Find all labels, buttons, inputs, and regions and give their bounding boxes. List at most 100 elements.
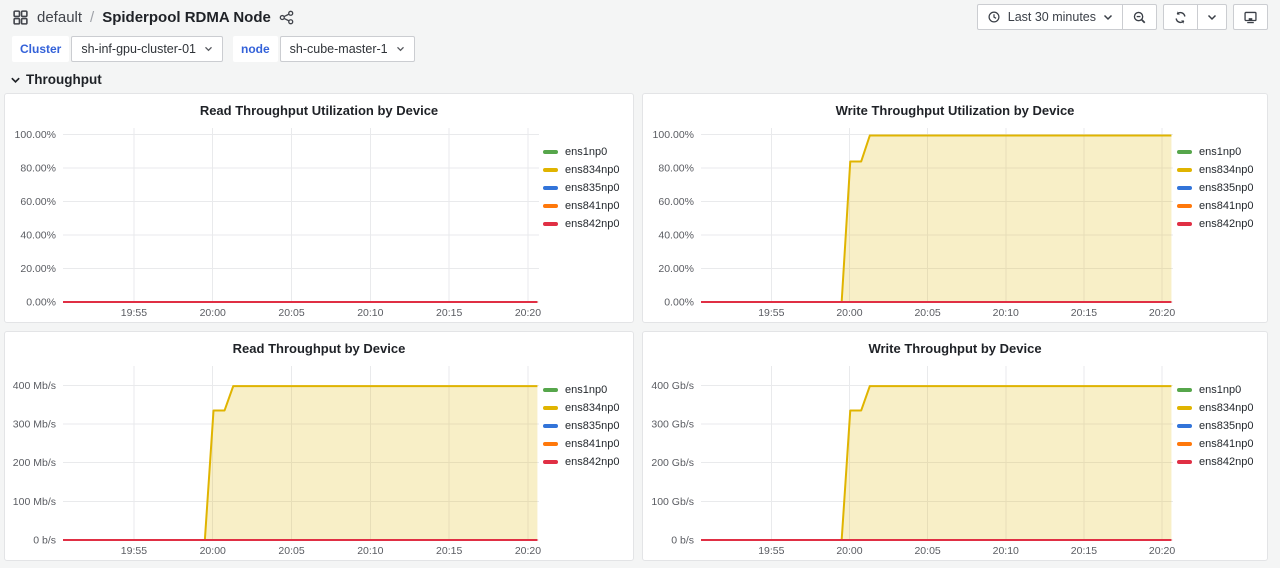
x-tick-label: 20:10 — [357, 307, 383, 319]
legend-item-ens835np0[interactable]: ens835np0 — [543, 182, 631, 194]
zoom-out-button[interactable] — [1123, 4, 1157, 30]
legend-item-ens841np0[interactable]: ens841np0 — [543, 200, 631, 212]
legend-swatch — [543, 424, 558, 428]
variable-cluster-selected-value: sh-inf-gpu-cluster-01 — [81, 42, 196, 56]
variable-cluster: Cluster sh-inf-gpu-cluster-01 — [12, 36, 223, 62]
panel-title[interactable]: Write Throughput Utilization by Device — [835, 102, 1075, 118]
refresh-interval-dropdown[interactable] — [1198, 4, 1227, 30]
x-tick-label: 20:00 — [200, 545, 226, 557]
refresh-button[interactable] — [1163, 4, 1198, 30]
x-tick-label: 20:10 — [993, 307, 1019, 319]
legend-label: ens1np0 — [1199, 384, 1242, 396]
legend-item-ens842np0[interactable]: ens842np0 — [543, 218, 631, 230]
panel-title[interactable]: Read Throughput by Device — [232, 340, 406, 356]
x-tick-label: 19:55 — [121, 545, 147, 557]
legend-swatch — [1177, 222, 1192, 226]
y-tick-label: 0 b/s — [671, 535, 694, 547]
breadcrumb-folder[interactable]: default — [37, 8, 83, 26]
legend-swatch — [543, 204, 558, 208]
breadcrumb: default / Spiderpool RDMA Node — [12, 9, 294, 26]
legend-item-ens842np0[interactable]: ens842np0 — [543, 456, 631, 468]
series-area-ens834np0 — [701, 386, 1172, 540]
y-tick-label: 0 b/s — [33, 535, 56, 547]
legend-label: ens835np0 — [1199, 420, 1254, 432]
section-title: Throughput — [26, 72, 102, 87]
y-tick-label: 80.00% — [658, 163, 694, 175]
chart-canvas[interactable]: 0.00% 20.00% 40.00% 60.00% 80.00% 100.00% 19:5… — [5, 120, 543, 320]
x-tick-label: 20:20 — [515, 307, 541, 319]
y-tick-label: 0.00% — [664, 297, 694, 309]
variable-cluster-value-dropdown[interactable]: sh-inf-gpu-cluster-01 — [71, 36, 223, 62]
x-tick-label: 20:15 — [436, 307, 462, 319]
legend-swatch — [543, 186, 558, 190]
legend-item-ens842np0[interactable]: ens842np0 — [1177, 218, 1265, 230]
legend-item-ens835np0[interactable]: ens835np0 — [1177, 182, 1265, 194]
legend-label: ens835np0 — [565, 182, 620, 194]
collapse-chevron-icon — [10, 76, 21, 84]
x-tick-label: 20:05 — [914, 307, 940, 319]
chevron-down-icon — [1207, 14, 1217, 21]
legend-item-ens841np0[interactable]: ens841np0 — [1177, 200, 1265, 212]
chevron-down-icon — [396, 46, 405, 52]
x-tick-label: 20:20 — [1149, 307, 1175, 319]
legend-swatch — [1177, 460, 1192, 464]
legend-swatch — [1177, 406, 1192, 410]
panel-title[interactable]: Write Throughput by Device — [868, 340, 1042, 356]
legend-item-ens834np0[interactable]: ens834np0 — [543, 164, 631, 176]
x-tick-label: 20:00 — [836, 307, 862, 319]
variable-node-value-dropdown[interactable]: sh-cube-master-1 — [279, 36, 415, 62]
legend-swatch — [543, 222, 558, 226]
legend-label: ens841np0 — [1199, 438, 1254, 450]
legend-swatch — [1177, 186, 1192, 190]
legend-item-ens834np0[interactable]: ens834np0 — [1177, 164, 1265, 176]
chevron-down-icon — [1103, 14, 1113, 21]
legend-item-ens835np0[interactable]: ens835np0 — [1177, 420, 1265, 432]
legend-label: ens1np0 — [1199, 146, 1242, 158]
legend-item-ens1np0[interactable]: ens1np0 — [543, 146, 631, 158]
chart-canvas[interactable]: 0 b/s 100 Gb/s 200 Gb/s 300 Gb/s 400 Gb/s 19:… — [643, 358, 1177, 558]
chart-legend: ens1np0 ens834np0 ens835np0 ens841np0 ens842… — [1177, 120, 1265, 320]
dashboard-header: default / Spiderpool RDMA Node Last 30 m… — [0, 0, 1280, 34]
kiosk-mode-button[interactable] — [1233, 4, 1268, 30]
panel-write-throughput: Write Throughput by Device 0 b/s 100 Gb/s… — [642, 331, 1268, 561]
chart-canvas[interactable]: 0.00% 20.00% 40.00% 60.00% 80.00% 100.00% 19:5… — [643, 120, 1177, 320]
legend-swatch — [1177, 168, 1192, 172]
share-alt-icon[interactable] — [279, 10, 294, 25]
panel-read-throughput-utilization: Read Throughput Utilization by Device 0.… — [4, 93, 634, 323]
variable-cluster-label[interactable]: Cluster — [12, 36, 70, 62]
y-tick-label: 60.00% — [20, 196, 56, 208]
legend-label: ens1np0 — [565, 384, 608, 396]
time-range-picker-button[interactable]: Last 30 minutes — [976, 4, 1123, 30]
x-tick-label: 20:20 — [1149, 545, 1175, 557]
legend-item-ens835np0[interactable]: ens835np0 — [543, 420, 631, 432]
y-tick-label: 40.00% — [20, 230, 56, 242]
refresh-icon — [1173, 10, 1188, 25]
x-tick-label: 20:10 — [357, 545, 383, 557]
legend-item-ens1np0[interactable]: ens1np0 — [1177, 384, 1265, 396]
legend-item-ens841np0[interactable]: ens841np0 — [1177, 438, 1265, 450]
x-tick-label: 20:15 — [436, 545, 462, 557]
y-tick-label: 200 Mb/s — [13, 457, 56, 469]
legend-item-ens834np0[interactable]: ens834np0 — [543, 402, 631, 414]
y-tick-label: 20.00% — [658, 263, 694, 275]
legend-label: ens842np0 — [1199, 456, 1254, 468]
chart-canvas[interactable]: 0 b/s 100 Mb/s 200 Mb/s 300 Mb/s 400 Mb/s 19:… — [5, 358, 543, 558]
legend-item-ens1np0[interactable]: ens1np0 — [543, 384, 631, 396]
legend-item-ens1np0[interactable]: ens1np0 — [1177, 146, 1265, 158]
legend-swatch — [543, 150, 558, 154]
apps-grid-icon[interactable] — [12, 9, 29, 26]
clock-icon — [987, 10, 1001, 24]
legend-swatch — [1177, 388, 1192, 392]
y-tick-label: 400 Mb/s — [13, 380, 56, 392]
variable-node-label[interactable]: node — [232, 36, 278, 62]
legend-item-ens834np0[interactable]: ens834np0 — [1177, 402, 1265, 414]
row-toggle-throughput[interactable]: Throughput — [0, 68, 1280, 93]
x-tick-label: 20:15 — [1071, 307, 1097, 319]
panel-title[interactable]: Read Throughput Utilization by Device — [199, 102, 439, 118]
panel-write-throughput-utilization: Write Throughput Utilization by Device 0… — [642, 93, 1268, 323]
x-tick-label: 19:55 — [758, 545, 784, 557]
breadcrumb-dashboard-title: Spiderpool RDMA Node — [102, 8, 271, 26]
y-tick-label: 200 Gb/s — [651, 457, 694, 469]
legend-item-ens842np0[interactable]: ens842np0 — [1177, 456, 1265, 468]
legend-item-ens841np0[interactable]: ens841np0 — [543, 438, 631, 450]
